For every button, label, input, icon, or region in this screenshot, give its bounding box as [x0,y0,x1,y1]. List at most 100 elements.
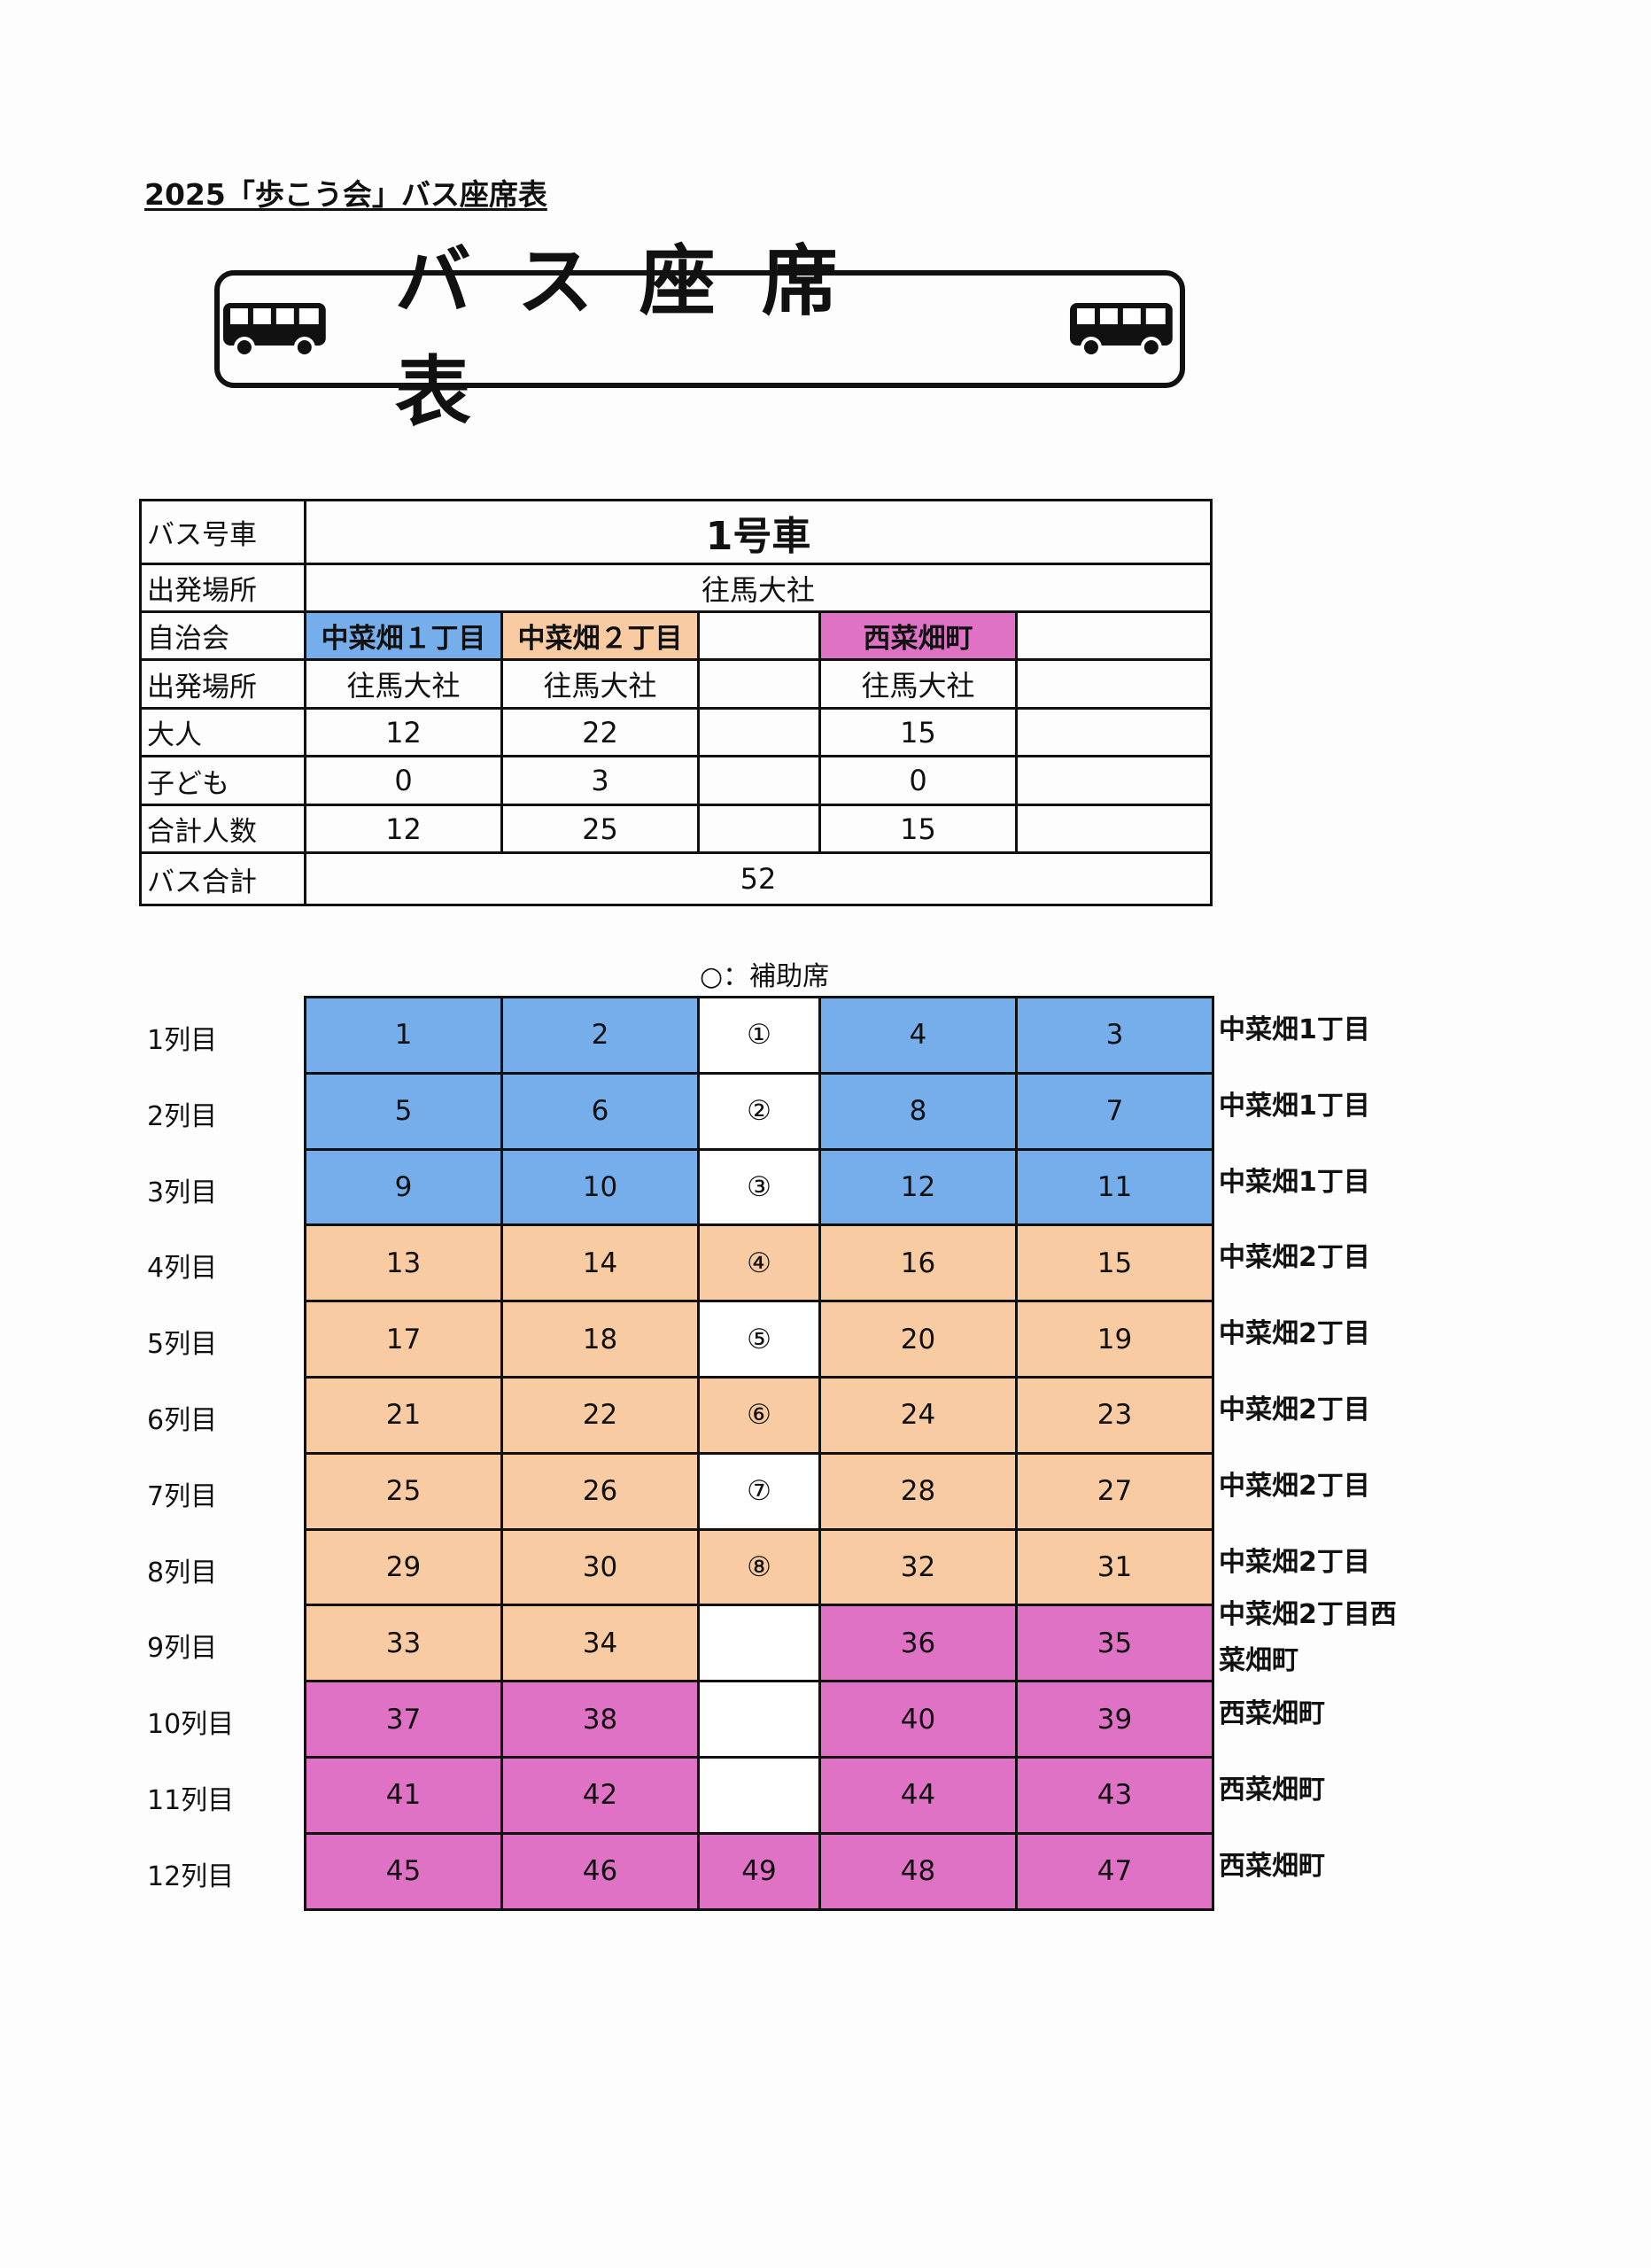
seat: 40 [818,1680,1018,1759]
seat: 3 [1015,996,1214,1075]
row-group-label: 中菜畑2丁目西 菜畑町 [1219,1599,1397,1677]
adults-cell [697,707,821,757]
adults-cell [1014,707,1213,757]
group-departures-cell [697,658,821,710]
totals-cell [697,804,821,854]
seat: 2 [500,996,700,1075]
seat: 47 [1015,1831,1214,1911]
groups-cell: 中菜畑２丁目 [500,610,700,661]
association-label: 自治会 [139,610,306,661]
row-label: 5列目 [147,1329,218,1361]
children-cell [697,755,821,806]
adults-cell: 15 [818,707,1018,757]
children-cell: 3 [500,755,700,806]
row-label: 2列目 [147,1100,218,1132]
seat: 10 [500,1147,700,1227]
row-group-label: 西菜畑町 [1219,1698,1325,1730]
seat: 37 [304,1680,503,1759]
bus-icon [1070,302,1174,358]
seat: 19 [1015,1300,1214,1379]
row-label: 1列目 [147,1024,218,1056]
children-cell: 0 [818,755,1018,806]
seat-grid: 1 2 ① 4 3 5 6 ② 8 7 9 10 ③ 12 11 13 14 ④ 16 15 17 18 ⑤ 20 19 21 22… [304,996,1214,1911]
seat: 25 [304,1451,503,1531]
seat: 18 [500,1300,700,1379]
groups-cell: 中菜畑１丁目 [304,610,503,661]
aux-seat: ③ [697,1147,821,1227]
seat: 21 [304,1375,503,1455]
seat: 11 [1015,1147,1214,1227]
banner-title: バス座席表 [394,237,884,437]
row-group-label: 西菜畑町 [1219,1850,1325,1882]
row-label: 7列目 [147,1480,218,1512]
seat-row: 33 34 36 35 [304,1604,1214,1683]
row-group-label: 西菜畑町 [1219,1774,1325,1806]
groups-cell: 西菜畑町 [818,610,1018,661]
seat: 24 [818,1375,1018,1455]
seat: 35 [1015,1604,1214,1683]
totals-cell: 15 [818,804,1018,854]
seat: 34 [500,1604,700,1683]
aux-seat: ① [697,996,821,1075]
seat-row: 37 38 40 39 [304,1680,1214,1759]
row-group-label: 中菜畑1丁目 [1219,1166,1370,1198]
group-departures-cell: 往馬大社 [304,658,503,710]
seat: 27 [1015,1451,1214,1531]
groups-cell [697,610,821,661]
seat: 46 [500,1831,700,1911]
group-departure-label: 出発場所 [139,658,306,710]
seat: 20 [818,1300,1018,1379]
seat: 29 [304,1527,503,1607]
seat: 23 [1015,1375,1214,1455]
seat: 33 [304,1604,503,1683]
seat-row: 45 46 49 48 47 [304,1831,1214,1911]
seat-row: 9 10 ③ 12 11 [304,1147,1214,1227]
children-cell: 0 [304,755,503,806]
seat: 4 [818,996,1018,1075]
aux-seat: ⑤ [697,1300,821,1379]
row-label: 6列目 [147,1404,218,1436]
seat: 8 [818,1071,1018,1151]
seat-row: 21 22 ⑥ 24 23 [304,1375,1214,1455]
aux-seat [697,1604,821,1683]
legend: ○：補助席 [700,961,830,992]
bus-info-table: バス号車 1号車 出発場所 往馬大社 自治会 中菜畑１丁目 中菜畑２丁目 西菜畑町 出発場… [139,499,1213,906]
aux-seat: ④ [697,1223,821,1303]
seat: 43 [1015,1755,1214,1835]
seat: 16 [818,1223,1018,1303]
totals-cell [1014,804,1213,854]
row-label: 3列目 [147,1177,218,1208]
row-group-label: 中菜畑2丁目 [1219,1546,1370,1578]
seat: 44 [818,1755,1018,1835]
group-departures-cell: 往馬大社 [500,658,700,710]
seat: 14 [500,1223,700,1303]
seat: 15 [1015,1223,1214,1303]
totals-cell: 25 [500,804,700,854]
bus-icon [222,302,326,358]
seat: 31 [1015,1527,1214,1607]
seat: 48 [818,1831,1018,1911]
seat: 39 [1015,1680,1214,1759]
aux-seat: ② [697,1071,821,1151]
row-label: 9列目 [147,1633,218,1665]
seat-row: 13 14 ④ 16 15 [304,1223,1214,1303]
seat: 13 [304,1223,503,1303]
row-label: 8列目 [147,1557,218,1588]
title-banner: バス座席表 [214,237,1185,437]
seat: 42 [500,1755,700,1835]
children-cell [1014,755,1213,806]
seat: 32 [818,1527,1018,1607]
bus-number-label: バス号車 [139,499,306,565]
seat: 45 [304,1831,503,1911]
aux-seat [697,1680,821,1759]
row-label: 10列目 [147,1709,235,1741]
departure-value: 往馬大社 [303,563,1213,613]
total-label: 合計人数 [139,804,306,854]
departure-label: 出発場所 [139,563,306,613]
groups-cell [1014,610,1213,661]
aux-seat: ⑦ [697,1451,821,1531]
bus-number-value: 1号車 [303,499,1213,565]
seat: 36 [818,1604,1018,1683]
